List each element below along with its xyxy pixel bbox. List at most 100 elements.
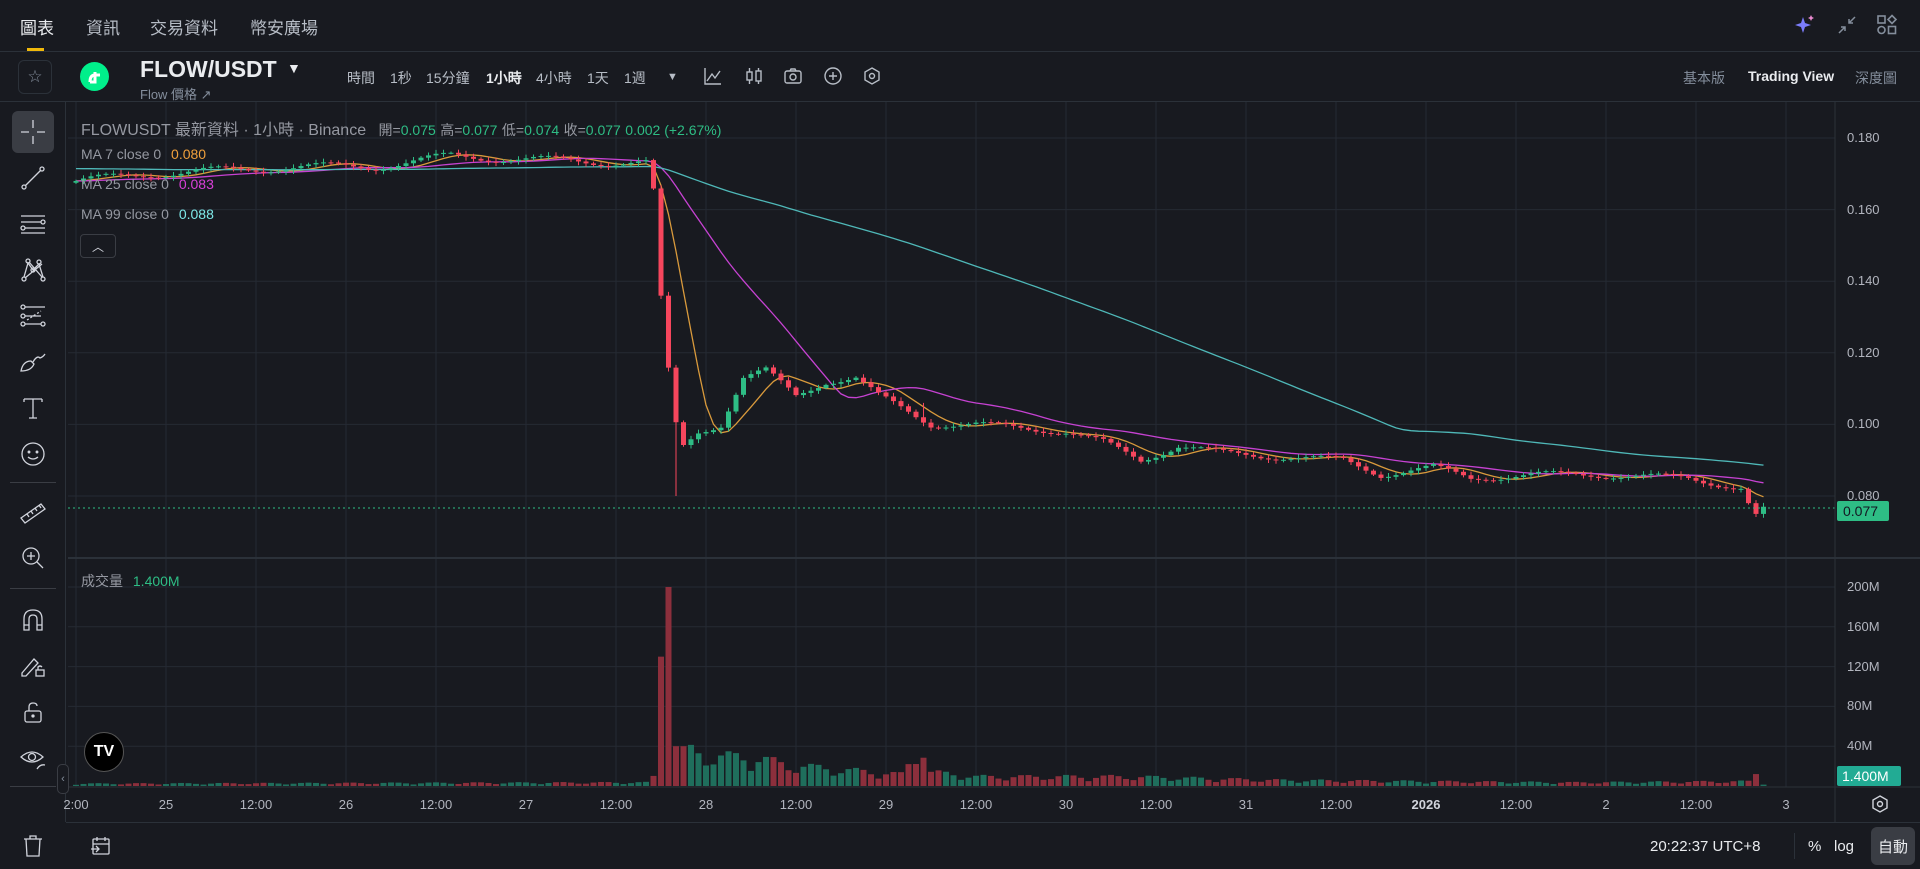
interval-4h[interactable]: 4小時 <box>536 70 572 86</box>
volume-legend[interactable]: 成交量 1.400M <box>81 573 180 589</box>
camera-icon[interactable] <box>783 66 803 86</box>
interval-1w[interactable]: 1週 <box>624 70 646 86</box>
top-navigation: 圖表 資訊 交易資料 幣安廣場 <box>0 0 1920 52</box>
chart-type-line-icon[interactable] <box>703 66 723 86</box>
candle-body <box>1063 433 1069 435</box>
date-range-icon[interactable] <box>90 835 112 862</box>
brush-tool[interactable] <box>12 341 54 383</box>
toolbar-divider <box>10 482 56 483</box>
interval-1d[interactable]: 1天 <box>587 70 609 86</box>
settings-hex-icon[interactable] <box>862 66 882 86</box>
percent-scale-toggle[interactable]: % <box>1808 838 1822 855</box>
pattern-tool[interactable] <box>12 249 54 291</box>
symbol-title[interactable]: FLOW/USDT <box>140 56 277 82</box>
volume-bar <box>388 782 394 786</box>
symbol-subtitle-link[interactable]: Flow 價格 ↗ <box>140 87 212 102</box>
volume-bar <box>358 783 364 786</box>
candle-body <box>1048 432 1054 434</box>
tradingview-logo[interactable]: TV <box>84 732 124 772</box>
candle-body <box>1491 480 1496 482</box>
horizontal-lines-tool[interactable] <box>12 203 54 245</box>
time-tick: 12:00 <box>1679 797 1713 812</box>
lock-drawings-tool[interactable] <box>12 645 54 687</box>
zoom-in-tool[interactable] <box>12 537 54 579</box>
tab-info[interactable]: 資訊 <box>86 19 120 38</box>
lock-tool[interactable] <box>12 691 54 733</box>
tab-binance-square[interactable]: 幣安廣場 <box>250 19 318 38</box>
candle-body <box>441 152 446 154</box>
ma99-legend[interactable]: MA 99 close 0 0.088 <box>81 206 214 222</box>
magnet-tool[interactable] <box>12 599 54 641</box>
add-indicator-icon[interactable] <box>823 66 843 86</box>
view-depth[interactable]: 深度圖 <box>1855 70 1897 86</box>
candle-body <box>1221 448 1226 450</box>
axis-settings-icon[interactable] <box>1870 794 1890 819</box>
collapse-legend-button[interactable]: ︿ <box>80 234 116 258</box>
symbol-dropdown-icon[interactable]: ▼ <box>287 60 301 76</box>
fib-retracement-icon <box>20 304 46 327</box>
volume-bar <box>200 784 207 786</box>
candle-body <box>238 167 244 170</box>
ma25-legend[interactable]: MA 25 close 0 0.083 <box>81 176 214 192</box>
volume-bar <box>1325 780 1332 786</box>
volume-bars <box>73 587 1767 786</box>
crosshair-icon <box>21 120 45 144</box>
candle-body <box>523 158 529 160</box>
view-basic[interactable]: 基本版 <box>1683 70 1725 86</box>
volume-bar <box>1378 782 1384 786</box>
fib-tool[interactable] <box>12 295 54 337</box>
volume-bar <box>1565 781 1572 786</box>
view-tradingview[interactable]: Trading View <box>1748 68 1835 84</box>
candle-body <box>1603 477 1609 479</box>
layout-grid-icon[interactable] <box>1876 14 1898 36</box>
collapse-arrows-icon[interactable] <box>1836 14 1858 36</box>
more-intervals-dropdown-icon[interactable]: ▼ <box>667 71 678 83</box>
volume-bar <box>1228 778 1234 786</box>
candle-body <box>1153 457 1159 460</box>
crosshair-tool[interactable] <box>12 111 54 153</box>
volume-bar <box>568 782 574 786</box>
candle-body <box>1348 457 1354 463</box>
auto-scale-toggle[interactable]: 自動 <box>1871 827 1915 865</box>
delete-drawings-button[interactable] <box>12 825 54 867</box>
candle-body <box>1138 456 1144 462</box>
tab-chart[interactable]: 圖表 <box>20 19 54 38</box>
measure-tool[interactable] <box>12 491 54 533</box>
emoji-tool[interactable] <box>12 433 54 475</box>
candle-body <box>1243 452 1249 455</box>
candle-body <box>478 158 484 161</box>
volume-bar <box>1550 783 1557 786</box>
interval-time[interactable]: 時間 <box>347 70 375 86</box>
visibility-tool[interactable] <box>12 737 54 779</box>
volume-bar <box>785 770 792 786</box>
volume-bar <box>1010 777 1017 786</box>
ai-sparkle-icon[interactable] <box>1795 14 1817 36</box>
ruler-icon <box>20 503 46 524</box>
candle-body <box>1708 483 1714 486</box>
volume-bar <box>1603 782 1609 786</box>
candle-body <box>1311 456 1316 458</box>
tab-trading-data[interactable]: 交易資料 <box>150 19 218 38</box>
interval-15m[interactable]: 15分鐘 <box>426 70 470 86</box>
collapse-toolbar-handle[interactable]: ‹ <box>57 764 69 794</box>
interval-1h[interactable]: 1小時 <box>486 70 522 86</box>
candle-body <box>1236 451 1241 453</box>
clock-timezone[interactable]: 20:22:37 UTC+8 <box>1650 838 1761 855</box>
volume-bar <box>500 783 507 786</box>
trash-icon <box>24 835 42 857</box>
text-tool[interactable] <box>12 387 54 429</box>
candle-body <box>73 180 79 183</box>
candle-body <box>1131 451 1136 457</box>
log-scale-toggle[interactable]: log <box>1834 838 1855 855</box>
candle-body <box>1476 478 1481 480</box>
candle-body <box>1206 447 1211 449</box>
candlestick-icon[interactable] <box>744 66 764 86</box>
candle-body <box>921 417 926 423</box>
trendline-tool[interactable] <box>12 157 54 199</box>
volume-bar <box>688 744 694 786</box>
candle-body <box>418 157 424 161</box>
favorite-star-button[interactable]: ☆ <box>18 60 52 94</box>
interval-1s[interactable]: 1秒 <box>390 70 412 86</box>
candle-body <box>1378 474 1384 478</box>
ma7-legend[interactable]: MA 7 close 0 0.080 <box>81 146 207 162</box>
